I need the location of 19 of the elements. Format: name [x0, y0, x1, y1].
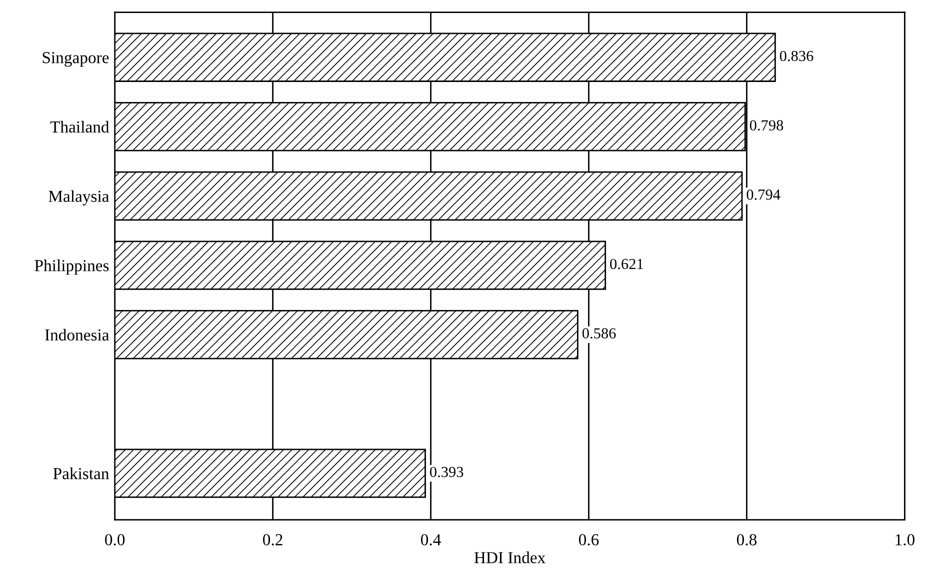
- y-tick-label: Philippines: [34, 260, 109, 275]
- y-tick-label: Singapore: [42, 52, 109, 67]
- y-tick-label: Indonesia: [45, 328, 110, 341]
- data-label: 0.393: [430, 466, 464, 478]
- y-tick-label: Thailand: [50, 120, 110, 133]
- x-tick-label: 0.6: [578, 534, 599, 546]
- x-tick-label: 0.2: [263, 534, 282, 546]
- y-tick-label: Malaysia: [48, 190, 110, 206]
- data-label: 0.586: [582, 328, 616, 339]
- x-tick-label: 0.8: [736, 534, 757, 546]
- x-tick-label: 0.4: [420, 534, 441, 546]
- x-tick-label: 0.0: [105, 534, 125, 546]
- x-axis-title: HDI Index: [474, 552, 546, 564]
- data-label: 0.798: [750, 120, 784, 131]
- data-label: 0.836: [780, 50, 814, 62]
- data-label: 0.621: [610, 258, 643, 270]
- y-tick-label: Pakistan: [53, 468, 110, 480]
- data-label: 0.794: [746, 190, 780, 200]
- x-tick-label: 1.0: [896, 534, 914, 546]
